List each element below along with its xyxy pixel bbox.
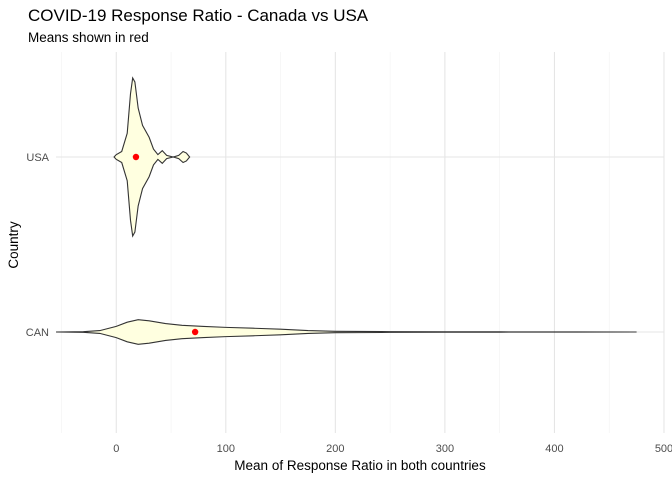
y-axis-ticks: CAN USA bbox=[26, 152, 50, 339]
chart-title: COVID-19 Response Ratio - Canada vs USA bbox=[28, 6, 369, 25]
x-tick-label: 0 bbox=[113, 443, 119, 455]
violin-usa bbox=[113, 76, 191, 238]
y-axis-title: Country bbox=[6, 221, 21, 269]
x-tick-label: 300 bbox=[436, 443, 454, 455]
grid bbox=[56, 52, 665, 433]
violins bbox=[55, 76, 637, 345]
mean-point-can bbox=[191, 328, 199, 336]
y-tick-label: CAN bbox=[26, 327, 49, 339]
x-axis-ticks: 0 100 200 300 400 500 bbox=[113, 443, 672, 455]
x-tick-label: 500 bbox=[655, 443, 672, 455]
violin-can bbox=[55, 319, 637, 345]
x-tick-label: 200 bbox=[326, 443, 344, 455]
mean-points bbox=[132, 153, 199, 336]
chart-subtitle: Means shown in red bbox=[28, 30, 149, 45]
y-tick-label: USA bbox=[26, 152, 49, 164]
x-tick-label: 100 bbox=[217, 443, 235, 455]
mean-point-usa bbox=[132, 153, 140, 161]
x-tick-label: 400 bbox=[545, 443, 563, 455]
x-axis-title: Mean of Response Ratio in both countries bbox=[234, 458, 486, 473]
